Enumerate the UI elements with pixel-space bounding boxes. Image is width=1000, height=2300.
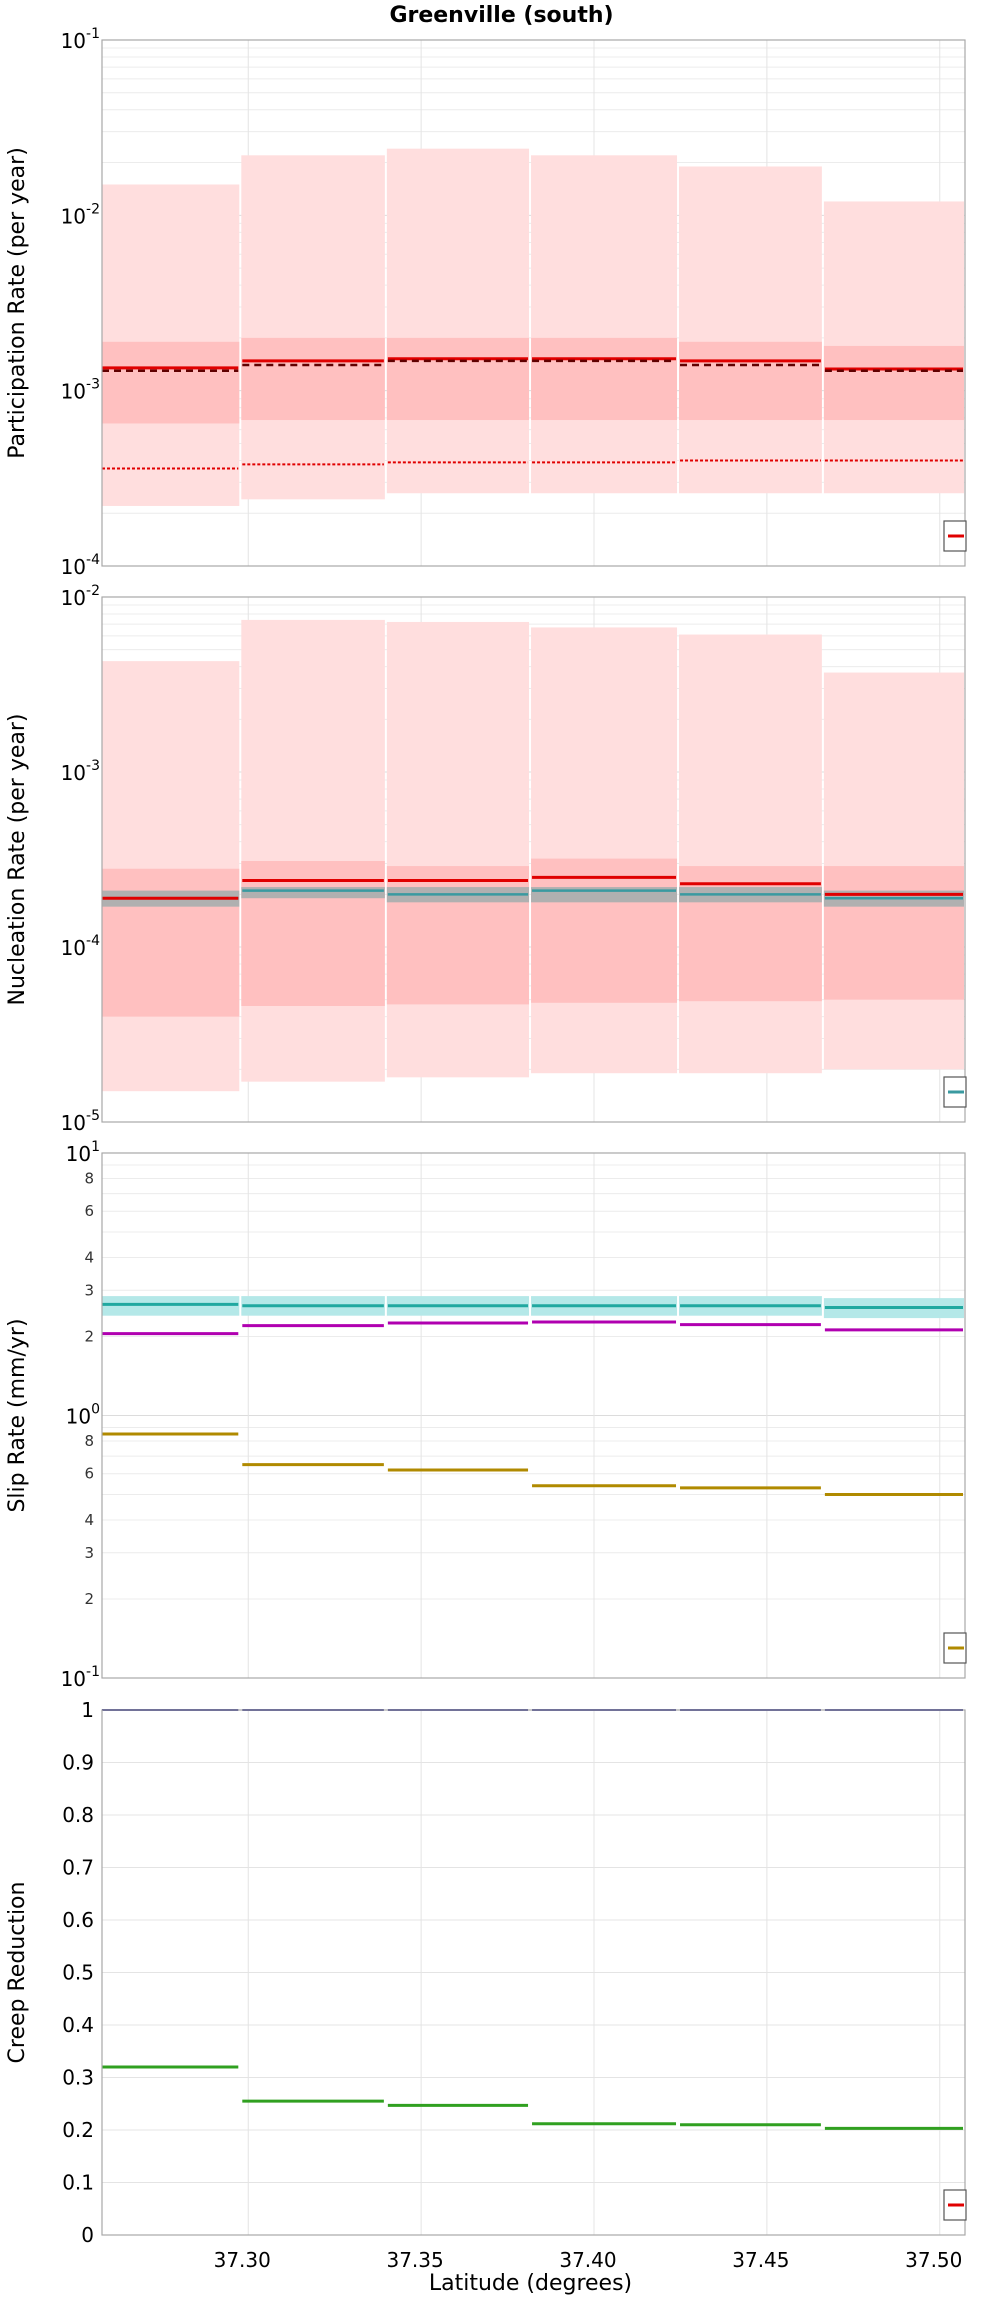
y-axis-label: Slip Rate (mm/yr) [5,1318,30,1512]
uncertainty-band [679,166,822,494]
uncertainty-band [386,148,530,494]
y-tick-label: 0.1 [62,2171,94,2195]
y-minor-tick-label: 3 [84,1544,94,1562]
uncertainty-band [241,337,385,421]
y-tick-label: 0.6 [62,1908,94,1932]
y-minor-tick-label: 2 [84,1590,94,1608]
y-tick-label: 10-4 [61,552,101,579]
x-tick-label: 37.30 [214,2248,271,2272]
x-axis-label: Latitude (degrees) [429,2271,632,2296]
x-tick-label: 37.50 [905,2248,962,2272]
y-tick-label: 0.9 [62,1751,94,1775]
y-tick-label: 10-1 [61,1664,100,1691]
plot-frame [101,596,966,1123]
uncertainty-band [531,627,678,1074]
y-axis-label: Creep Reduction [5,1882,30,2064]
y-tick-label: 0.4 [62,2013,94,2037]
y-tick-label: 0.5 [62,1961,94,1985]
uncertainty-band [531,858,678,1003]
y-minor-tick-label: 6 [84,1465,94,1483]
y-minor-tick-label: 6 [84,1202,94,1220]
uncertainty-band [241,155,385,500]
uncertainty-band [102,341,240,424]
y-tick-label: 10-5 [61,1108,100,1135]
y-minor-tick-label: 4 [84,1511,94,1529]
y-tick-label: 0 [81,2223,94,2247]
slip-rate-panel: 10-1 2 3 4 6 8 100 2 3 4 6 8 101 Slip Rate (mm/yr) [5,1139,967,1691]
participation-panel: 10-4 10-3 10-2 10-1 Participation Rate (per … [5,26,967,579]
y-tick-label: 10-2 [61,201,100,228]
nucleation-panel: 10-5 10-4 10-3 10-2 Nucleation Rate (per yea… [5,583,967,1135]
x-tick-label: 37.35 [386,2248,443,2272]
y-tick-label: 1 [81,1698,94,1722]
y-tick-label: 10-4 [61,933,101,960]
uncertainty-band [241,887,385,899]
chart-panels: 10-4 10-3 10-2 10-1 Participation Rate (per … [5,26,967,2272]
plot-frame [101,1152,966,1679]
y-axis-label: Nucleation Rate (per year) [5,714,30,1006]
uncertainty-band [679,634,822,1074]
uncertainty-band [823,866,964,1000]
y-tick-label: 10-3 [61,758,100,785]
uncertainty-band [531,155,678,494]
uncertainty-band [386,866,530,1005]
y-tick-label: 10-2 [61,583,100,610]
y-tick-label: 100 [66,1402,100,1429]
y-tick-label: 10-3 [61,377,100,404]
y-minor-tick-label: 4 [84,1248,94,1266]
plot-frame [101,1709,966,2236]
y-minor-tick-label: 8 [84,1432,94,1450]
y-tick-label: 0.7 [62,1856,94,1880]
chart-title: Greenville (south) [389,3,613,28]
plot-frame [101,39,966,567]
uncertainty-band [241,861,385,1007]
y-minor-tick-label: 2 [84,1327,94,1345]
y-axis-label: Participation Rate (per year) [5,147,30,459]
y-tick-label: 101 [66,1139,100,1166]
y-minor-tick-label: 3 [84,1281,94,1299]
y-tick-label: 0.8 [62,1803,94,1827]
y-minor-tick-label: 8 [84,1169,94,1187]
uncertainty-band [823,345,964,421]
uncertainty-band [531,337,678,421]
x-tick-label: 37.45 [732,2248,789,2272]
uncertainty-band [241,619,385,1082]
uncertainty-band [102,1296,240,1316]
y-tick-label: 0.2 [62,2118,94,2142]
uncertainty-band [679,341,822,421]
uncertainty-band [679,866,822,1002]
y-tick-label: 10-1 [61,26,100,53]
x-tick-label: 37.40 [559,2248,616,2272]
uncertainty-band [386,621,530,1078]
creep-reduction-panel: 0 0.1 0.2 0.3 0.4 0.5 0.6 0.7 0.8 0.9 1 37.30 37.35 3… [5,1698,967,2272]
y-tick-label: 0.3 [62,2066,94,2090]
uncertainty-band [386,337,530,421]
